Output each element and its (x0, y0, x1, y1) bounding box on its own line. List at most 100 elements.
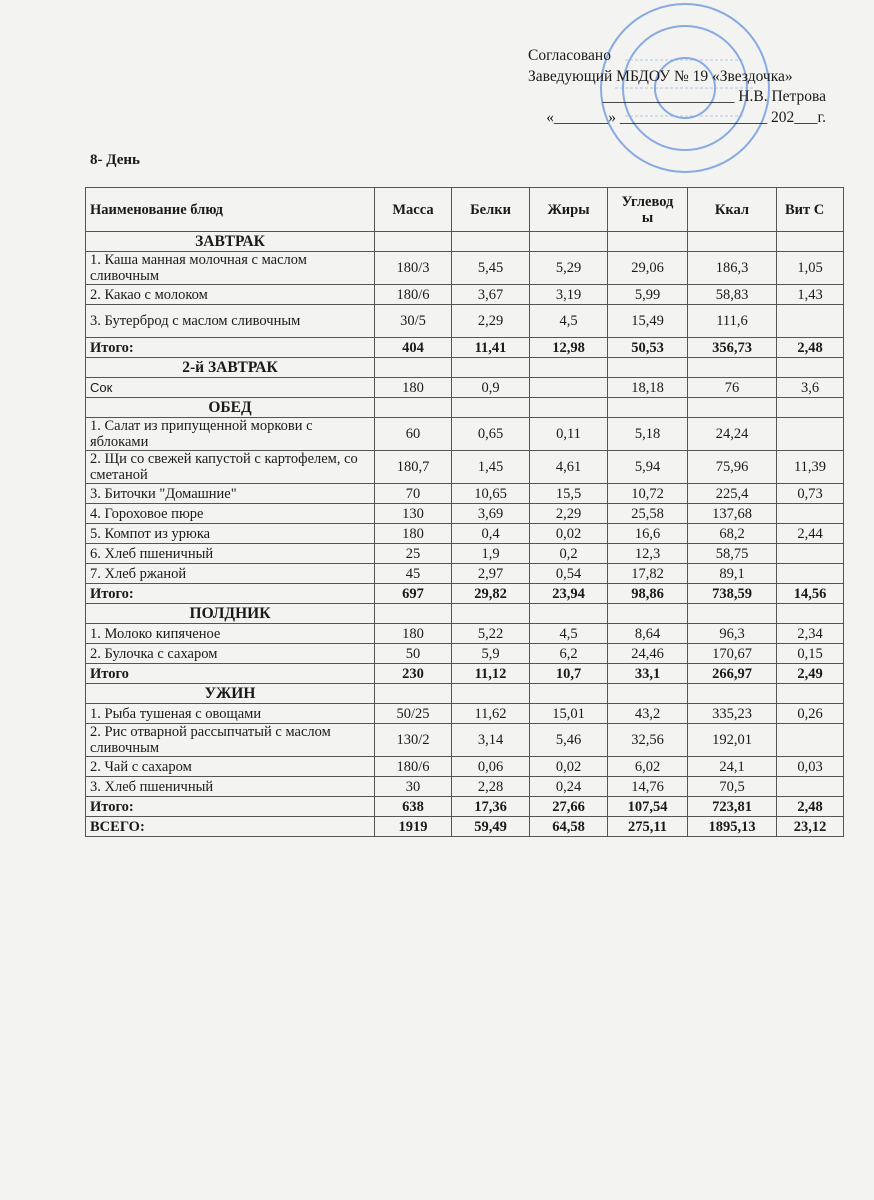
cell-vitc (776, 683, 844, 704)
dish-name: 1. Каша манная молочная с маслом сливочн… (85, 251, 375, 285)
cell-vitc: 11,39 (776, 450, 844, 484)
dish-name: 2. Булочка с сахаром (85, 643, 375, 664)
cell-protein: 5,45 (451, 251, 530, 285)
cell-fat (529, 231, 608, 252)
cell-mass: 697 (374, 583, 452, 604)
dish-name: 6. Хлеб пшеничный (85, 543, 375, 564)
meal-section-title: ЗАВТРАК (85, 231, 375, 252)
cell-carbs: 33,1 (607, 663, 688, 684)
cell-protein: 11,41 (451, 337, 530, 358)
header-fat: Жиры (529, 187, 608, 232)
cell-mass: 180/6 (374, 756, 452, 777)
dish-name: Сок (85, 377, 375, 398)
table-row: 1. Салат из припущенной моркови с яблока… (85, 417, 844, 451)
meal-section-title: ОБЕД (85, 397, 375, 418)
approval-position: Заведующий МБДОУ № 19 «Звездочка» (528, 67, 793, 85)
cell-carbs (607, 603, 688, 624)
cell-fat (529, 357, 608, 378)
cell-kcal: 68,2 (687, 523, 777, 544)
cell-fat: 0,02 (529, 756, 608, 777)
table-row: 1. Каша манная молочная с маслом сливочн… (85, 251, 844, 285)
cell-fat: 5,46 (529, 723, 608, 757)
cell-protein: 3,67 (451, 284, 530, 305)
dish-name: 7. Хлеб ржаной (85, 563, 375, 584)
cell-fat: 10,7 (529, 663, 608, 684)
dish-name: 2. Чай с сахаром (85, 756, 375, 777)
cell-fat: 0,02 (529, 523, 608, 544)
cell-kcal (687, 357, 777, 378)
cell-protein: 0,4 (451, 523, 530, 544)
cell-protein (451, 231, 530, 252)
cell-fat: 12,98 (529, 337, 608, 358)
cell-kcal: 225,4 (687, 483, 777, 504)
cell-mass: 180/3 (374, 251, 452, 285)
cell-vitc (776, 543, 844, 564)
table-row: 6. Хлеб пшеничный 25 1,9 0,2 12,3 58,75 (85, 543, 844, 564)
cell-vitc: 2,44 (776, 523, 844, 544)
cell-vitc (776, 304, 844, 338)
cell-kcal: 1895,13 (687, 816, 777, 837)
cell-mass: 180 (374, 623, 452, 644)
cell-kcal: 111,6 (687, 304, 777, 338)
table-row: 4. Гороховое пюре 130 3,69 2,29 25,58 137,68 (85, 503, 844, 524)
table-row: 7. Хлеб ржаной 45 2,97 0,54 17,82 89,1 (85, 563, 844, 584)
cell-carbs: 43,2 (607, 703, 688, 724)
cell-kcal: 738,59 (687, 583, 777, 604)
dish-name: 3. Бутерброд с маслом сливочным (85, 304, 375, 338)
cell-mass: 180/6 (374, 284, 452, 305)
cell-mass: 50/25 (374, 703, 452, 724)
cell-kcal: 356,73 (687, 337, 777, 358)
cell-carbs: 14,76 (607, 776, 688, 797)
cell-carbs: 25,58 (607, 503, 688, 524)
cell-protein (451, 603, 530, 624)
cell-mass (374, 603, 452, 624)
cell-fat: 3,19 (529, 284, 608, 305)
cell-mass: 130/2 (374, 723, 452, 757)
dish-name: 4. Гороховое пюре (85, 503, 375, 524)
table-row: 2. Какао с молоком 180/6 3,67 3,19 5,99 58,83… (85, 284, 844, 305)
approval-block: Согласовано Заведующий МБДОУ № 19 «Звезд… (528, 46, 826, 128)
total-row: Итого: 404 11,41 12,98 50,53 356,73 2,48 (85, 337, 844, 358)
cell-protein: 0,65 (451, 417, 530, 451)
header-name: Наименование блюд (85, 187, 375, 232)
approval-signature: _________________ Н.В. Петрова (602, 88, 826, 105)
meal-section-title: УЖИН (85, 683, 375, 704)
day-title: 8- День (90, 152, 140, 168)
cell-fat: 0,11 (529, 417, 608, 451)
cell-carbs: 98,86 (607, 583, 688, 604)
cell-protein: 1,45 (451, 450, 530, 484)
table-row: 3. Бутерброд с маслом сливочным 30/5 2,29 4… (85, 304, 844, 338)
total-row: Итого: 697 29,82 23,94 98,86 738,59 14,56 (85, 583, 844, 604)
cell-fat: 6,2 (529, 643, 608, 664)
table-row: 2. Щи со свежей капустой с картофелем, с… (85, 450, 844, 484)
cell-protein: 59,49 (451, 816, 530, 837)
cell-vitc: 1,05 (776, 251, 844, 285)
dish-name: 1. Рыба тушеная с овощами (85, 703, 375, 724)
cell-carbs: 275,11 (607, 816, 688, 837)
cell-carbs: 32,56 (607, 723, 688, 757)
meal-section-title: 2-й ЗАВТРАК (85, 357, 375, 378)
cell-fat (529, 683, 608, 704)
cell-protein: 5,9 (451, 643, 530, 664)
dish-name: 1. Салат из припущенной моркови с яблока… (85, 417, 375, 451)
cell-fat (529, 397, 608, 418)
cell-mass: 30 (374, 776, 452, 797)
cell-mass: 130 (374, 503, 452, 524)
cell-vitc: 1,43 (776, 284, 844, 305)
cell-fat: 4,5 (529, 304, 608, 338)
cell-mass: 30/5 (374, 304, 452, 338)
cell-protein: 11,12 (451, 663, 530, 684)
cell-carbs: 12,3 (607, 543, 688, 564)
cell-protein (451, 357, 530, 378)
cell-vitc: 2,49 (776, 663, 844, 684)
total-row: Итого 230 11,12 10,7 33,1 266,97 2,49 (85, 663, 844, 684)
cell-carbs (607, 683, 688, 704)
section-row: ОБЕД (85, 397, 844, 418)
cell-carbs: 5,99 (607, 284, 688, 305)
cell-fat: 0,2 (529, 543, 608, 564)
cell-vitc (776, 603, 844, 624)
cell-protein: 17,36 (451, 796, 530, 817)
dish-name: 2. Щи со свежей капустой с картофелем, с… (85, 450, 375, 484)
cell-mass: 230 (374, 663, 452, 684)
dish-name: 3. Хлеб пшеничный (85, 776, 375, 797)
